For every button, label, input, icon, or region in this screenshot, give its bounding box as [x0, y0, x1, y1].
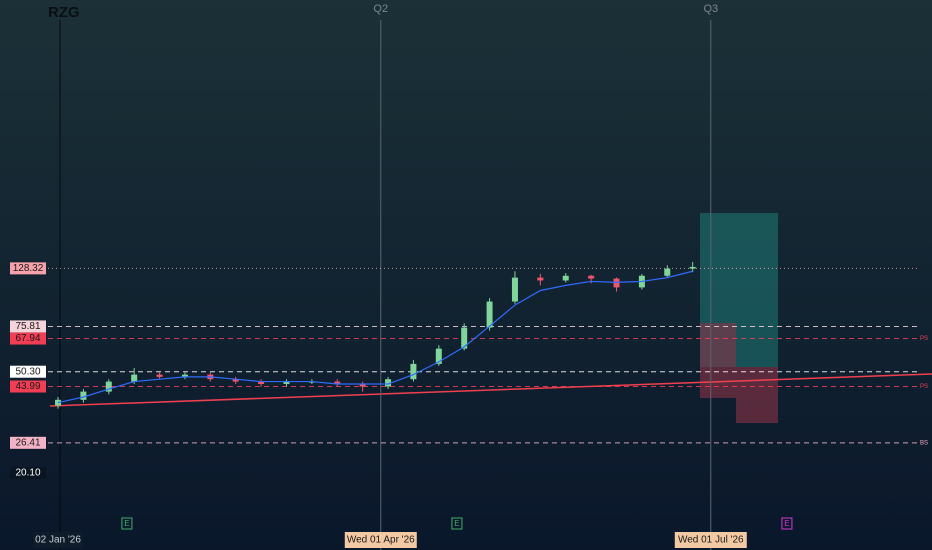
- quarter-label: Q2: [373, 3, 388, 15]
- level-label-bg: [10, 436, 46, 449]
- candle-body: [156, 374, 163, 377]
- candle-body: [131, 374, 138, 382]
- candle-body: [461, 327, 468, 349]
- level-label: 26.41: [15, 437, 40, 448]
- event-marker: [121, 517, 133, 530]
- event-marker: [451, 517, 463, 530]
- candle-body: [435, 348, 442, 364]
- stop-zone: [700, 323, 736, 398]
- level-label-bg: [10, 380, 46, 393]
- quarter-label: Q3: [703, 3, 718, 15]
- candle-body: [232, 379, 239, 382]
- candle-body: [105, 381, 112, 392]
- level-tag: PS: [920, 384, 928, 390]
- event-label: E: [784, 519, 789, 528]
- event-label: E: [124, 519, 129, 528]
- stop-zone: [736, 367, 778, 423]
- candle-body: [689, 266, 696, 269]
- candle-body: [334, 381, 341, 385]
- x-tick-label: 02 Jan '26: [35, 535, 81, 546]
- candle-body: [385, 379, 392, 387]
- candle-body: [410, 363, 417, 380]
- candle-body: [80, 391, 87, 400]
- level-label-bg: [10, 332, 46, 345]
- trendline: [49, 373, 932, 407]
- level-label: 50.30: [15, 366, 40, 377]
- x-tick-bg: [33, 532, 84, 548]
- x-tick-label: Wed 01 Apr '26: [347, 535, 415, 546]
- ticker: RZG: [48, 4, 80, 21]
- candle-body: [283, 381, 290, 385]
- candle-body: [181, 374, 188, 377]
- level-label: 128.32: [13, 263, 44, 274]
- level-label-bg: [10, 466, 46, 479]
- level-label-bg: [10, 365, 46, 378]
- candle-body: [664, 268, 671, 276]
- candle-body: [486, 301, 493, 328]
- event-label: E: [454, 519, 459, 528]
- candle-body: [588, 275, 595, 279]
- candle-body: [537, 277, 544, 281]
- candle-body: [511, 277, 518, 302]
- level-tag: PS: [920, 336, 928, 342]
- candle-body: [359, 384, 366, 387]
- level-label-bg: [10, 262, 46, 275]
- level-label: 20.10: [15, 468, 40, 479]
- candle-body: [258, 381, 265, 385]
- x-tick-label: Wed 01 Jul '26: [678, 535, 744, 546]
- level-label: 75.81: [15, 321, 40, 332]
- level-label: 43.99: [15, 381, 40, 392]
- x-tick-bg: [674, 532, 747, 548]
- candle-body: [562, 275, 569, 281]
- event-marker: [781, 517, 793, 530]
- candle-body: [55, 399, 62, 406]
- level-label: 67.94: [15, 333, 40, 344]
- level-label-bg: [10, 320, 46, 333]
- moving-average: [57, 270, 693, 404]
- level-tag: BS: [920, 440, 928, 446]
- x-tick-bg: [344, 532, 417, 548]
